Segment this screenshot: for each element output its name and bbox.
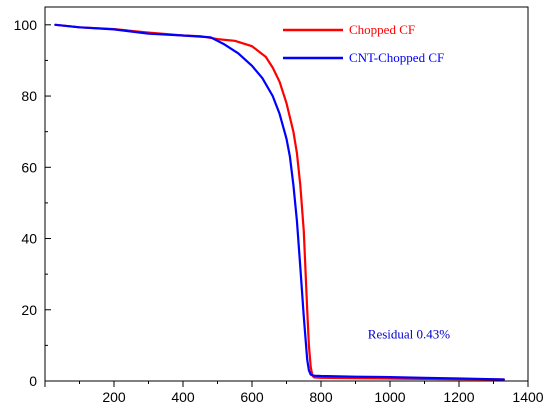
y-tick-label: 40 (21, 231, 37, 247)
legend: Chopped CF CNT-Chopped CF (283, 22, 444, 65)
y-tick-label: 20 (21, 302, 37, 318)
y-tick-label: 80 (21, 88, 37, 104)
x-tick-label: 600 (240, 389, 264, 405)
y-tick-label: 0 (29, 373, 37, 389)
x-tick-label: 800 (309, 389, 333, 405)
annotation-label: Residual 0.43% (368, 326, 450, 341)
x-axis-ticks: 200 400 600 800 1000 1200 1400 (44, 381, 544, 405)
y-tick-label: 60 (21, 159, 37, 175)
legend-label: CNT-Chopped CF (349, 50, 444, 65)
series-lines (54, 23, 505, 381)
legend-label: Chopped CF (349, 22, 415, 37)
x-tick-label: 1400 (512, 389, 543, 405)
x-tick-label: 200 (102, 389, 126, 405)
plot-frame (44, 6, 529, 382)
x-tick-label: 1200 (443, 389, 474, 405)
y-tick-label: 100 (14, 17, 38, 33)
annotations: Residual 0.43% (368, 326, 450, 341)
x-tick-label: 1000 (374, 389, 405, 405)
x-tick-label: 400 (171, 389, 195, 405)
series-line-1 (54, 23, 505, 381)
y-axis-ticks: 0 20 40 60 80 100 (14, 17, 51, 389)
